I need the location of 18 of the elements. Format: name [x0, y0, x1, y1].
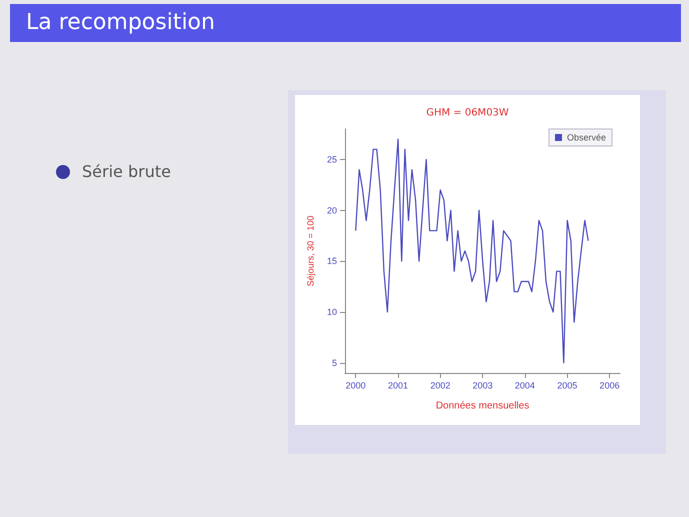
chart-subtitle: GHM = 06M03W: [426, 108, 509, 118]
y-tick-label: 10: [326, 307, 337, 317]
y-tick-label: 20: [326, 205, 337, 216]
legend-label: Observée: [566, 132, 606, 142]
y-tick-label: 25: [326, 154, 337, 164]
x-axis-title: Données mensuelles: [436, 400, 530, 412]
y-tick-label: 15: [326, 256, 337, 266]
x-tick-label: 2000: [346, 380, 366, 390]
x-tick-label: 2002: [430, 380, 450, 390]
x-tick-label: 2006: [600, 380, 620, 390]
x-tick-label: 2005: [557, 380, 578, 390]
text: La recomposition: [10, 4, 681, 42]
x-tick-label: 2004: [514, 380, 535, 390]
x-tick-label: 2001: [388, 380, 408, 390]
text: Série brute: [82, 162, 171, 181]
y-tick-label: 5: [332, 358, 337, 368]
y-axis-title: Séjours, 30 = 100: [306, 216, 316, 286]
x-tick-label: 2003: [472, 380, 493, 390]
